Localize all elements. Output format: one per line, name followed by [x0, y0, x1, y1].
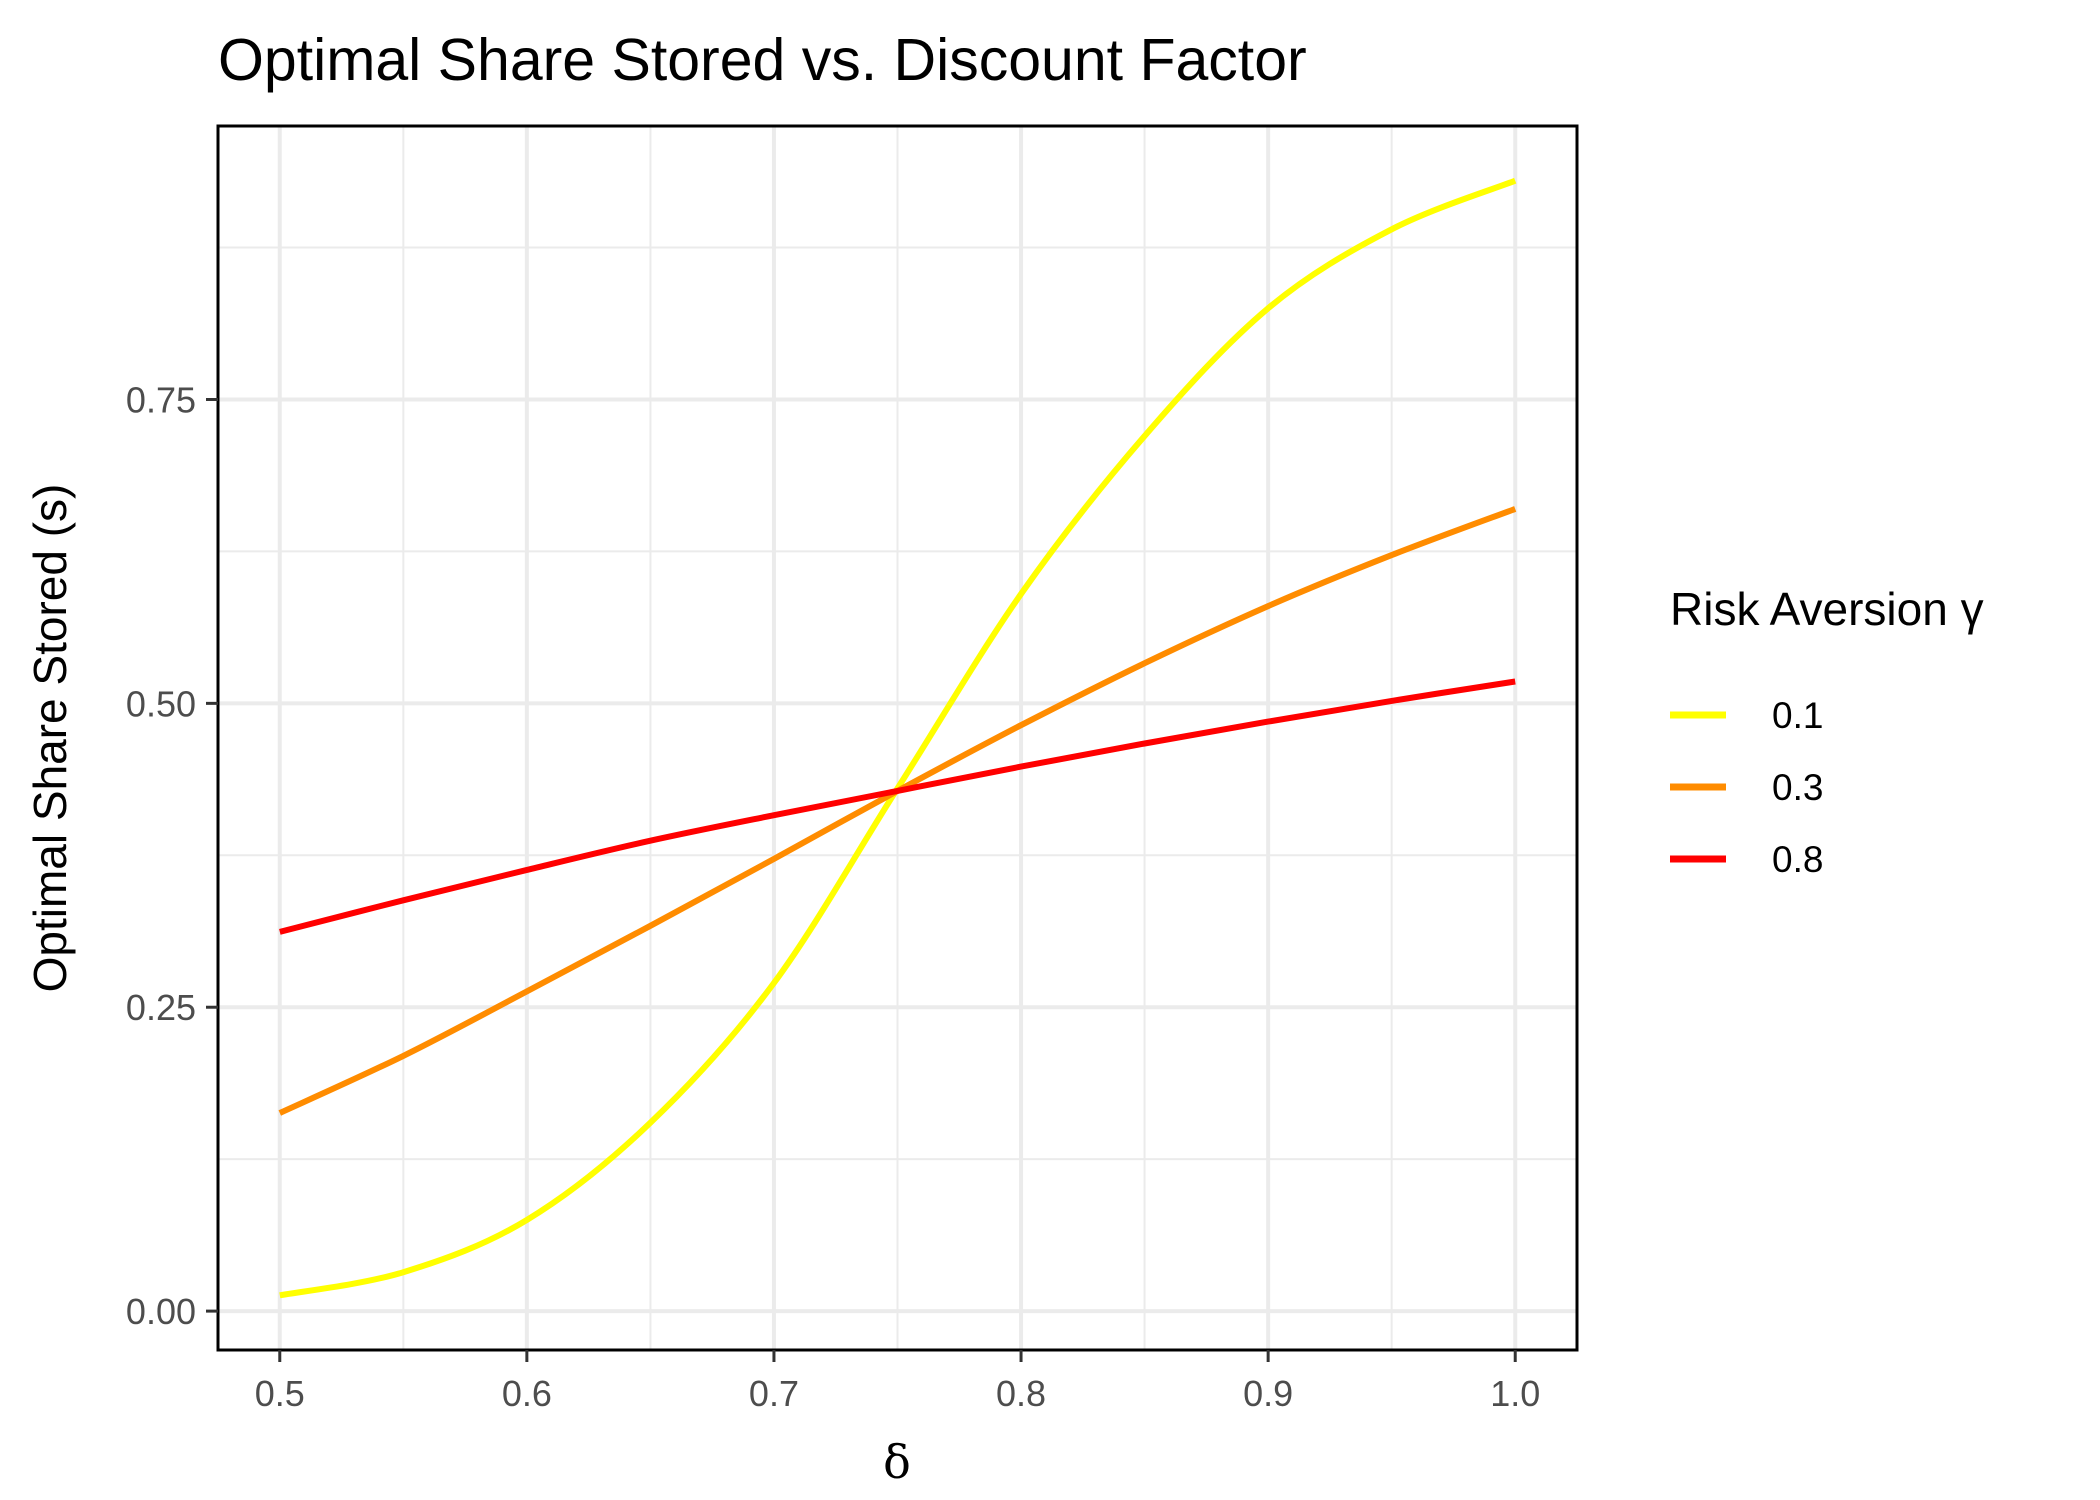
legend-label-0.3: 0.3: [1772, 767, 1823, 808]
x-tick-label: 0.5: [255, 1373, 305, 1414]
y-tick-label: 0.75: [126, 379, 196, 420]
x-tick-label: 0.6: [502, 1373, 552, 1414]
series-group: [278, 177, 1517, 1299]
legend-items: 0.1 0.3 0.8: [1670, 695, 1823, 880]
x-tick-label: 0.9: [1243, 1373, 1293, 1414]
legend: Risk Aversion γ 0.1 0.3 0.8: [1670, 583, 1984, 880]
y-axis-title: Optimal Share Stored (s): [24, 484, 76, 993]
x-tick-label: 1.0: [1490, 1373, 1540, 1414]
y-tick-label: 0.50: [126, 683, 196, 724]
axis-ticks: 0.5 0.6 0.7 0.8 0.9 1.0 0.00 0.25 0.50 0.75: [126, 379, 1540, 1414]
panel-border: [216, 124, 1579, 1352]
x-tick-label: 0.8: [996, 1373, 1046, 1414]
series-line-0.1: [279, 177, 1517, 1299]
chart-title: Optimal Share Stored vs. Discount Factor: [218, 27, 1307, 93]
series-line-0.8: [279, 678, 1516, 935]
legend-label-0.1: 0.1: [1772, 695, 1823, 736]
x-tick-label: 0.7: [749, 1373, 799, 1414]
legend-title: Risk Aversion γ: [1670, 583, 1984, 635]
y-tick-label: 0.00: [126, 1291, 196, 1332]
grid: [218, 126, 1577, 1350]
y-tick-label: 0.25: [126, 987, 196, 1028]
legend-label-0.8: 0.8: [1772, 839, 1823, 880]
x-axis-title: δ: [883, 1435, 911, 1489]
